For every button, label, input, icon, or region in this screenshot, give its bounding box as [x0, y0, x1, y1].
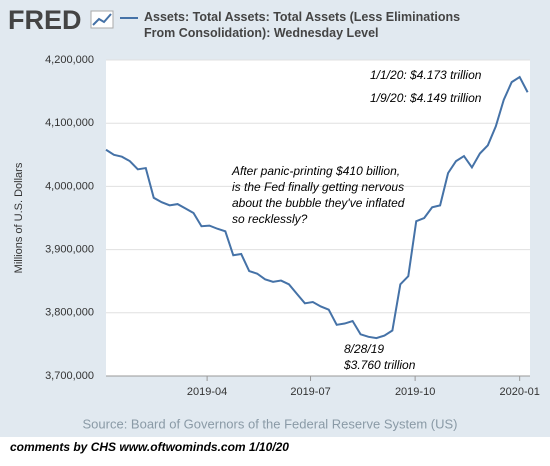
logo: FRED: [8, 5, 82, 35]
source: Source: Board of Governors of the Federa…: [83, 416, 458, 431]
data-line: [105, 75, 529, 340]
annotation: is the Fed finally getting nervous: [232, 180, 404, 194]
annotation: 1/1/20: $4.173 trillion: [370, 68, 482, 82]
y-tick-label: 3,700,000: [45, 370, 94, 382]
plot-area: [106, 60, 530, 376]
footer-background: [0, 437, 550, 466]
annotation: 1/9/20: $4.149 trillion: [370, 91, 482, 105]
y-axis-label: Millions of U.S. Dollars: [13, 162, 25, 273]
annotation: so recklessly?: [232, 212, 308, 226]
y-tick-label: 3,800,000: [45, 307, 94, 319]
y-tick-label: 3,900,000: [45, 244, 94, 256]
x-tick-label: 2019-10: [395, 386, 435, 398]
annotation: After panic-printing $410 billion,: [231, 164, 400, 178]
y-tick-label: 4,100,000: [45, 117, 94, 129]
x-tick-label: 2019-04: [187, 386, 227, 398]
annotation: 8/28/19: [344, 342, 384, 356]
footer: comments by CHS www.oftwominds.com 1/10/…: [10, 440, 289, 454]
logo-icon: [90, 10, 114, 29]
y-tick-label: 4,200,000: [45, 54, 94, 66]
legend-label: Assets: Total Assets: Total Assets (Less…: [144, 10, 460, 40]
annotation: $3.760 trillion: [343, 358, 416, 372]
x-tick-label: 2020-01: [499, 386, 539, 398]
annotation: about the bubble they've inflated: [232, 196, 405, 210]
y-tick-label: 4,000,000: [45, 180, 94, 192]
x-tick-label: 2019-07: [290, 386, 330, 398]
